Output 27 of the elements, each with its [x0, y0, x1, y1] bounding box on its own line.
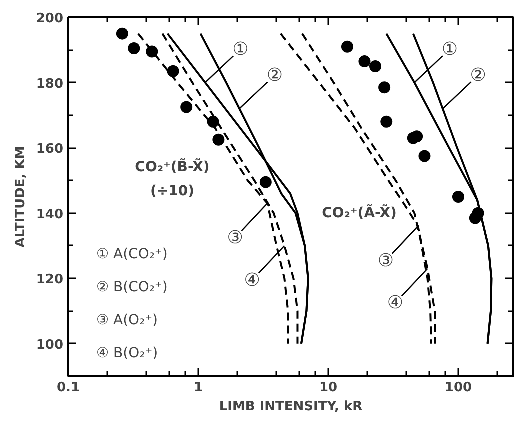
y-tick-label: 160 [36, 142, 64, 158]
annotation: ④ [244, 270, 260, 291]
annotation: ④ [387, 292, 404, 314]
x-tick-label: 100 [444, 380, 472, 396]
annotation: (÷10) [150, 184, 195, 200]
annotation: ② B(CO₂⁺) [96, 280, 168, 296]
annotation: ① [442, 38, 458, 60]
y-tick-label: 100 [36, 338, 64, 353]
y-tick-label: 200 [36, 12, 64, 26]
annotation: CO₂⁺(B̃-X̃) [135, 158, 210, 176]
annotation: ③ [227, 227, 244, 248]
y-tick-label: 120 [36, 272, 64, 288]
annotation: ① A(CO₂⁺) [96, 246, 168, 262]
annotation: ② [266, 65, 283, 86]
annotation: ④ B(O₂⁺) [96, 346, 158, 362]
y-tick-label: 180 [36, 76, 64, 92]
x-tick-label: 0.1 [56, 380, 80, 396]
y-tick-label: 140 [36, 207, 64, 222]
annotation: ③ A(O₂⁺) [96, 312, 158, 328]
annotation: CO₂⁺(Ã-X̃) [322, 204, 397, 222]
y-axis-title: ALTITUDE, KM [13, 146, 28, 248]
annotation: ③ [378, 250, 394, 272]
annotation: ② [470, 65, 486, 86]
annotation: ① [232, 38, 249, 60]
x-axis-title: LIMB INTENSITY, kR [219, 400, 363, 414]
x-tick-label: 10 [319, 380, 338, 396]
x-tick-label: 1 [194, 380, 204, 396]
